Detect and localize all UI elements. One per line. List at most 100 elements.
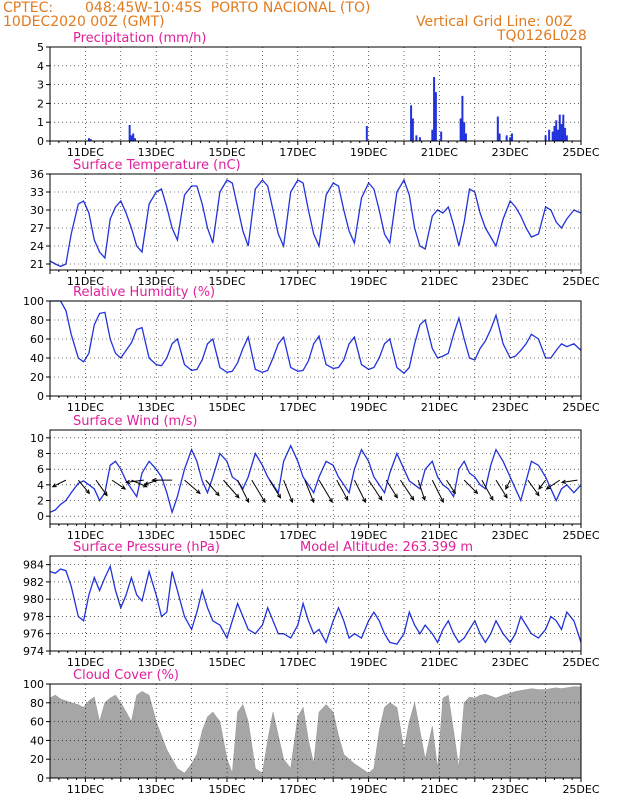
wind-vector-head: [276, 493, 282, 499]
wind-vector-head: [545, 485, 551, 490]
precipitation-bar: [440, 131, 443, 141]
pressure-xtick-label: 23DEC: [492, 656, 529, 669]
precipitation-bar: [555, 120, 558, 141]
pressure-panel: Surface Pressure (hPa) Model Altitude: 26…: [23, 540, 600, 669]
humidity-ytick-label: 0: [37, 390, 44, 403]
precipitation-ytick-label: 4: [37, 60, 44, 73]
wind-vector: [505, 479, 511, 490]
precipitation-xtick-label: 25DEC: [562, 146, 599, 159]
precipitation-bar: [551, 131, 554, 141]
precipitation-bar: [498, 133, 501, 141]
cloud-xtick-label: 19DEC: [350, 783, 387, 796]
wind-vector: [304, 479, 315, 503]
wind-vector-head: [451, 489, 456, 495]
precipitation-bar: [433, 77, 436, 141]
wind-vector: [237, 479, 250, 503]
wind-vector: [481, 479, 494, 501]
precipitation-bar: [463, 122, 466, 141]
wind-vector-head: [505, 484, 510, 490]
humidity-xtick-label: 15DEC: [208, 401, 245, 414]
wind-vector-head: [103, 491, 108, 497]
header-datetime: 10DEC2020 00Z (GMT): [3, 14, 165, 30]
wind-vector: [318, 479, 333, 503]
header-code: TQ0126L028: [497, 28, 587, 44]
cloud-xtick-label: 17DEC: [279, 783, 316, 796]
pressure-xtick-label: 19DEC: [350, 656, 387, 669]
precipitation-xtick-label: 17DEC: [279, 146, 316, 159]
cloud-title: Cloud Cover (%): [73, 668, 179, 683]
wind-vector-head: [378, 495, 383, 501]
precipitation-bar: [464, 133, 467, 141]
precipitation-bar: [89, 139, 92, 141]
wind-ytick-label: 8: [37, 448, 44, 461]
wind-xtick-label: 21DEC: [421, 529, 458, 542]
precipitation-bar: [415, 135, 418, 141]
temperature-xtick-label: 19DEC: [350, 275, 387, 288]
wind-ytick-label: 0: [37, 510, 44, 523]
humidity-xtick-label: 21DEC: [421, 401, 458, 414]
wind-vector-head: [473, 489, 479, 495]
precipitation-bar: [434, 92, 437, 141]
pressure-ytick-label: 980: [23, 593, 44, 606]
temperature-title: Surface Temperature (nC): [73, 158, 241, 173]
pressure-xtick-label: 15DEC: [208, 656, 245, 669]
cloud-ytick-label: 40: [30, 734, 44, 747]
precipitation-bar: [556, 129, 559, 141]
temperature-ytick-label: 30: [30, 204, 44, 217]
precipitation-xtick-label: 11DEC: [67, 146, 104, 159]
wind-vector: [184, 479, 201, 494]
wind-vector-head: [125, 479, 131, 485]
humidity-xtick-label: 19DEC: [350, 401, 387, 414]
temperature-xtick-label: 11DEC: [67, 275, 104, 288]
precipitation-bar: [564, 127, 567, 141]
precipitation-ytick-label: 3: [37, 79, 44, 92]
precipitation-bar: [548, 129, 551, 141]
wind-vector: [463, 479, 478, 494]
precipitation-bar: [431, 129, 434, 141]
precipitation-bar: [560, 124, 563, 141]
wind-xtick-label: 11DEC: [67, 529, 104, 542]
cloud-ytick-label: 100: [23, 678, 44, 691]
precipitation-xtick-label: 19DEC: [350, 146, 387, 159]
wind-ytick-label: 6: [37, 463, 44, 476]
wind-line: [49, 444, 582, 515]
humidity-xtick-label: 17DEC: [279, 401, 316, 414]
cloud-xtick-label: 11DEC: [67, 783, 104, 796]
header-grid-note: Vertical Grid Line: 00Z: [416, 14, 573, 30]
wind-vector: [111, 479, 126, 490]
wind-vector-head: [560, 479, 567, 485]
humidity-xtick-label: 23DEC: [492, 401, 529, 414]
precipitation-bar: [87, 138, 90, 141]
wind-vector: [431, 479, 444, 503]
precipitation-bar: [496, 116, 499, 141]
temperature-panel: Surface Temperature (nC) 21 24 27 30 33 36 11DE…: [30, 158, 600, 288]
pressure-xtick-label: 11DEC: [67, 656, 104, 669]
pressure-ytick-label: 978: [23, 610, 44, 623]
precipitation-bar: [461, 95, 464, 141]
precipitation-bar: [562, 114, 565, 141]
wind-vector-head: [421, 495, 426, 502]
wind-vector-head: [535, 491, 540, 497]
cloud-ytick-label: 60: [30, 716, 44, 729]
pressure-ytick-label: 984: [23, 559, 44, 572]
precipitation-ytick-label: 2: [37, 97, 44, 110]
wind-title: Surface Wind (m/s): [73, 414, 197, 429]
wind-vector: [417, 479, 426, 501]
wind-xtick-label: 17DEC: [279, 529, 316, 542]
precipitation-bar: [505, 135, 508, 141]
wind-xtick-label: 13DEC: [138, 529, 175, 542]
wind-vector-head: [503, 493, 508, 499]
wind-vector-head: [489, 495, 494, 501]
wind-vector-head: [195, 489, 201, 495]
temperature-ytick-label: 33: [30, 186, 44, 199]
header-location: 048:45W-10:45S PORTO NACIONAL (TO): [85, 0, 371, 16]
precipitation-bar: [133, 138, 136, 141]
precipitation-bar: [132, 133, 135, 141]
temperature-xtick-label: 17DEC: [279, 275, 316, 288]
humidity-ytick-label: 40: [30, 352, 44, 365]
precipitation-bar: [411, 118, 414, 141]
wind-ytick-label: 4: [37, 479, 44, 492]
precipitation-bar: [410, 105, 413, 141]
cloud-ytick-label: 20: [30, 753, 44, 766]
header-source: CPTEC:: [3, 0, 54, 16]
